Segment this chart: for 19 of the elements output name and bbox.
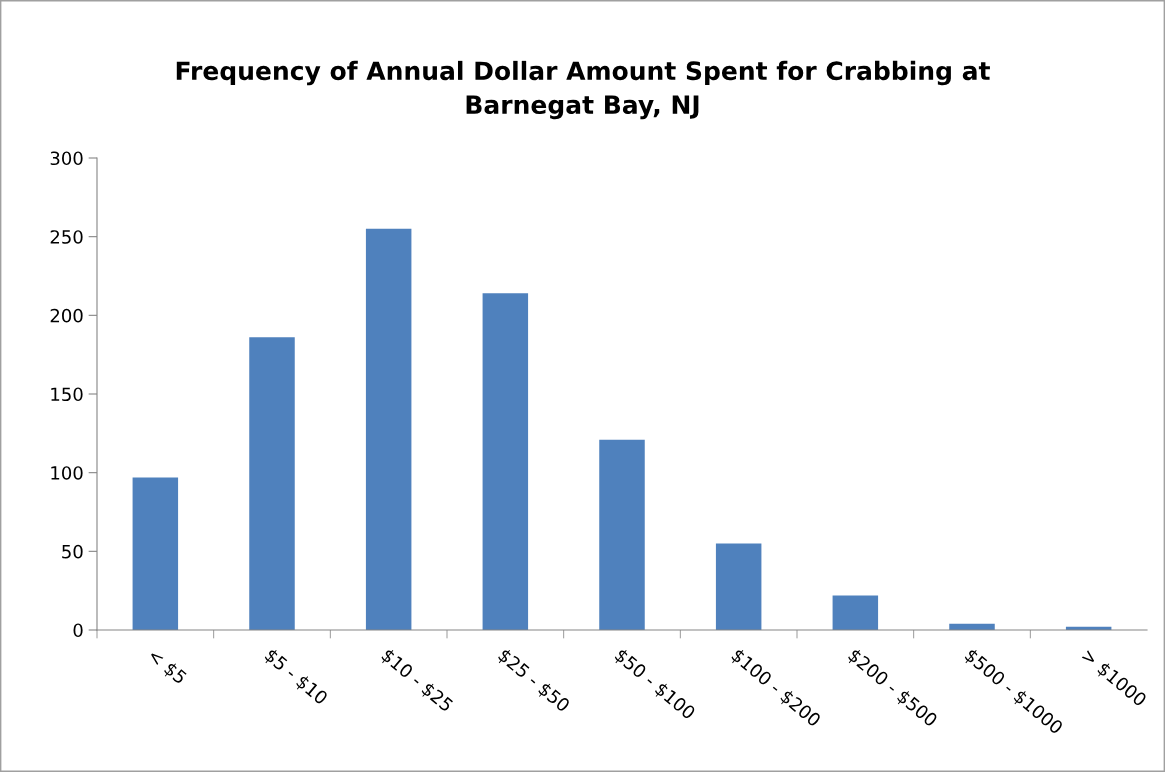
bar: [599, 439, 645, 630]
y-tick-label: 150: [51, 387, 83, 402]
y-tick-label: 300: [50, 151, 83, 166]
y-tick-label: 50: [62, 544, 83, 559]
x-tick-label: $10 - $25: [379, 647, 455, 715]
bar: [715, 543, 762, 630]
y-tick-label: 250: [50, 230, 83, 244]
y-tick-label: 0: [73, 623, 83, 638]
bar: [832, 595, 879, 630]
x-tick-label: $5 - $10: [262, 647, 329, 707]
chart-title: Frequency of Annual Dollar Amount Spent for Crabbing at Barnegat Bay, NJ: [176, 60, 990, 120]
bar: [365, 228, 412, 630]
bar: [482, 293, 529, 630]
x-tick-label: $25 - $50: [495, 647, 571, 715]
y-tick-label: 100: [51, 466, 83, 480]
x-tick-label: < $5: [146, 647, 188, 687]
bar: [249, 337, 295, 630]
y-tick-label: 200: [50, 308, 83, 323]
bar: [132, 477, 179, 630]
